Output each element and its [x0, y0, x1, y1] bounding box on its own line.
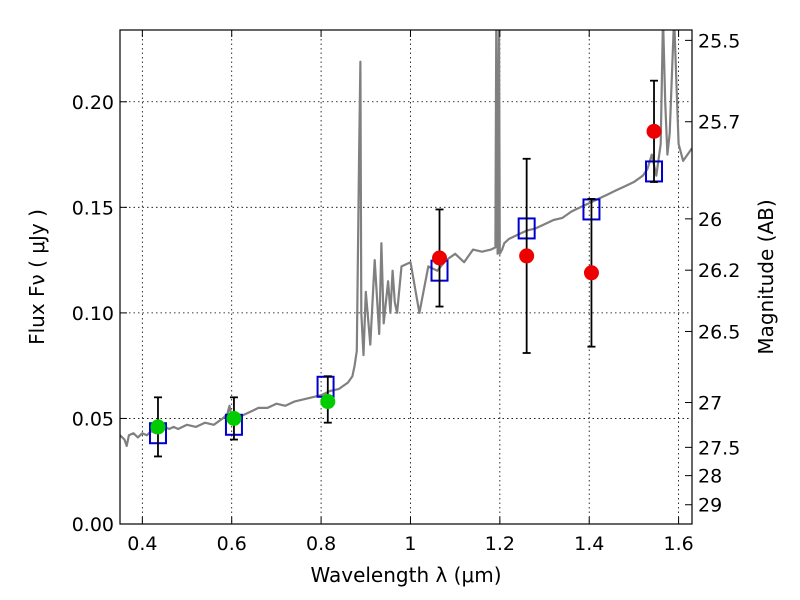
observed-point — [150, 419, 166, 435]
observed-point — [519, 248, 535, 264]
observed-point — [226, 410, 242, 426]
right-axis-label: Magnitude (AB) — [754, 199, 778, 354]
x-tick-label: 0.6 — [217, 533, 247, 555]
right-tick-label: 25.5 — [698, 30, 740, 52]
spectrum-line — [120, 30, 692, 447]
plot-frame — [119, 29, 693, 525]
right-tick-label: 28 — [698, 466, 722, 488]
x-tick-label: 0.4 — [127, 533, 157, 555]
right-tick-label: 25.7 — [698, 112, 740, 134]
observed-point — [583, 265, 599, 281]
x-tick-label: 1.4 — [574, 533, 604, 555]
right-tick-label: 26 — [698, 209, 722, 231]
plot-background — [120, 30, 692, 524]
right-tick-label: 26.2 — [698, 260, 740, 282]
observed-point — [432, 250, 448, 266]
observed-point — [320, 394, 336, 410]
right-tick-label: 29 — [698, 495, 722, 517]
y-tick-label: 0.00 — [72, 514, 114, 536]
observed-points — [150, 79, 662, 458]
tick-labels: 0.4 0.6 0.8 1 1.2 1.4 1.6 0.00 0.05 0.10 0.15 0.20 2… — [72, 30, 741, 555]
y-tick-label: 0.15 — [72, 197, 114, 219]
observed-point — [646, 123, 662, 139]
y-tick-label: 0.10 — [72, 303, 114, 325]
x-tick-label: 1.2 — [485, 533, 515, 555]
y-tick-label: 0.05 — [72, 408, 114, 430]
axis-ticks — [120, 30, 692, 525]
y-tick-label: 0.20 — [72, 92, 114, 114]
x-axis-label: Wavelength λ (μm) — [310, 563, 501, 587]
x-tick-label: 1.6 — [663, 533, 693, 555]
x-tick-label: 0.8 — [306, 533, 336, 555]
x-tick-label: 1 — [404, 533, 416, 555]
y-axis-label: Flux Fν ( μJy ) — [25, 209, 49, 345]
right-tick-label: 27 — [698, 393, 722, 415]
right-tick-label: 27.5 — [698, 437, 740, 459]
right-tick-label: 26.5 — [698, 321, 740, 343]
